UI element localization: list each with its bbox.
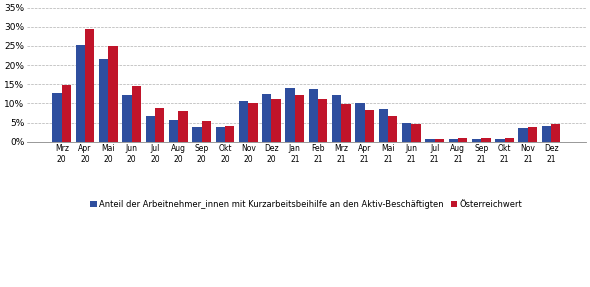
Bar	[495, 139, 504, 142]
Bar	[155, 108, 164, 142]
Bar	[519, 128, 528, 142]
Bar	[109, 46, 118, 142]
Bar	[286, 88, 295, 142]
Bar	[402, 123, 411, 142]
Bar	[215, 127, 225, 142]
Bar	[425, 139, 435, 142]
Bar	[192, 127, 202, 142]
Bar	[262, 94, 271, 142]
Bar	[85, 30, 94, 142]
Bar	[62, 85, 71, 142]
Bar	[99, 59, 109, 142]
Bar	[355, 103, 365, 142]
Legend: Anteil der Arbeitnehmer_innen mit Kurzarbeitsbeihilfe an den Aktiv-Beschäftigten: Anteil der Arbeitnehmer_innen mit Kurzar…	[87, 197, 526, 212]
Bar	[332, 95, 342, 142]
Bar	[435, 139, 444, 142]
Bar	[318, 99, 327, 142]
Bar	[169, 119, 178, 142]
Bar	[225, 126, 234, 142]
Bar	[528, 127, 537, 142]
Bar	[271, 99, 281, 142]
Bar	[458, 138, 467, 142]
Bar	[448, 139, 458, 142]
Bar	[309, 89, 318, 142]
Bar	[295, 95, 304, 142]
Bar	[472, 139, 481, 142]
Bar	[542, 126, 551, 142]
Bar	[248, 103, 257, 142]
Bar	[481, 138, 490, 142]
Bar	[178, 111, 188, 142]
Bar	[365, 110, 374, 142]
Bar	[132, 86, 141, 142]
Bar	[239, 102, 248, 142]
Bar	[504, 138, 514, 142]
Bar	[388, 116, 397, 142]
Bar	[146, 116, 155, 142]
Bar	[76, 45, 85, 142]
Bar	[342, 104, 350, 142]
Bar	[53, 93, 62, 142]
Bar	[551, 125, 560, 142]
Bar	[122, 95, 132, 142]
Bar	[202, 121, 211, 142]
Bar	[379, 109, 388, 142]
Bar	[411, 125, 421, 142]
